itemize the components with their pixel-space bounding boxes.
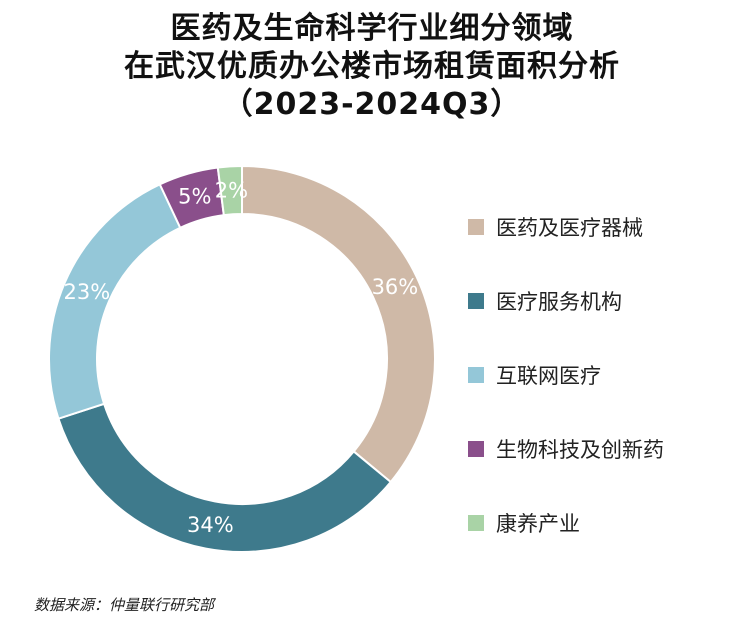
data-source: 数据来源：仲量联行研究部 (34, 596, 215, 614)
legend-label: 医疗服务机构 (496, 290, 622, 314)
legend-item-medical-services: 医疗服务机构 (468, 264, 738, 338)
data-label: 2% (215, 178, 248, 202)
chart-title-line-2: 在武汉优质办公楼市场租赁面积分析 (124, 49, 620, 84)
legend-item-biotech: 生物科技及创新药 (468, 412, 738, 486)
legend-label: 医药及医疗器械 (496, 216, 643, 240)
data-label: 5% (178, 185, 211, 209)
chart-title-line-1: 医药及生命科学行业细分领域 (170, 11, 574, 46)
data-label: 36% (372, 275, 419, 299)
legend-item-internet-medical: 互联网医疗 (468, 338, 738, 412)
chart-legend: 医药及医疗器械 医疗服务机构 互联网医疗 生物科技及创新药 康养产业 (468, 190, 738, 560)
slice-health-industry (216, 164, 243, 217)
legend-swatch (468, 515, 484, 531)
slice-medical-devices (241, 164, 436, 484)
legend-label: 生物科技及创新药 (496, 438, 664, 462)
legend-swatch (468, 441, 484, 457)
legend-swatch (468, 219, 484, 235)
chart-title: 医药及生命科学行业细分领域 在武汉优质办公楼市场租赁面积分析 （2023-202… (0, 10, 744, 124)
legend-label: 康养产业 (496, 512, 580, 536)
legend-label: 互联网医疗 (496, 364, 601, 388)
slice-medical-services (57, 402, 393, 553)
legend-item-health-industry: 康养产业 (468, 486, 738, 560)
legend-swatch (468, 293, 484, 309)
chart-title-line-3: （2023-2024Q3） (222, 87, 522, 122)
legend-item-medical-devices: 医药及医疗器械 (468, 190, 738, 264)
data-label: 34% (187, 513, 234, 537)
legend-swatch (468, 367, 484, 383)
data-label: 23% (64, 280, 111, 304)
